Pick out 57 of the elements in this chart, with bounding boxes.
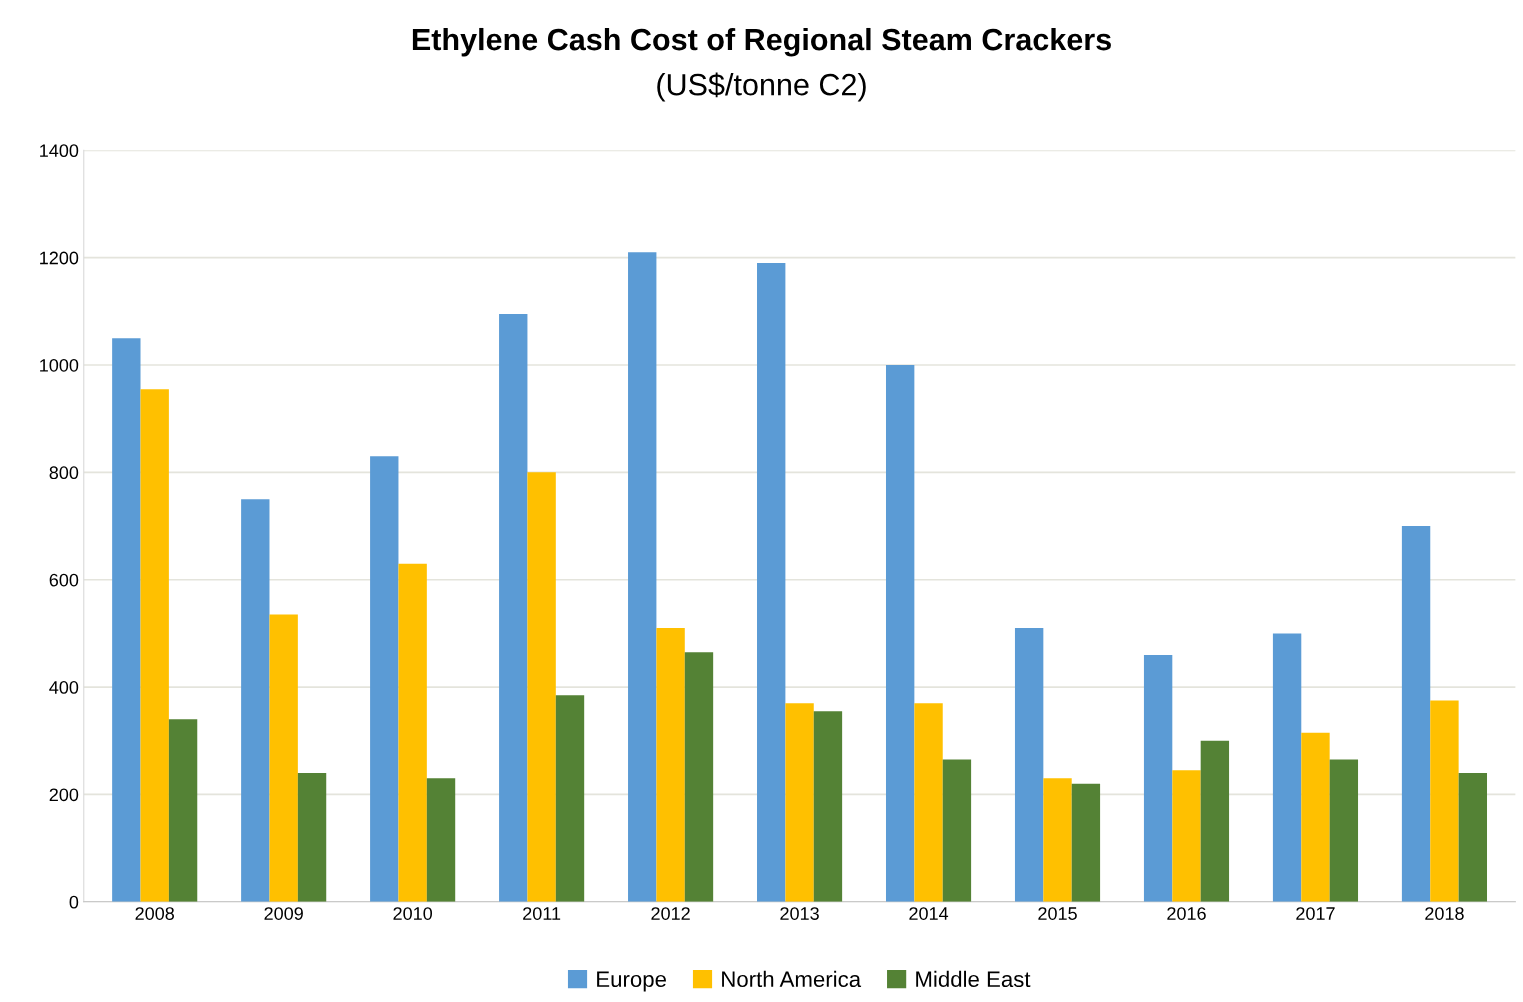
bar [1329,759,1359,902]
bar [555,695,585,902]
x-tick-label: 2009 [264,907,303,920]
y-tick-label: 1000 [40,358,79,372]
bar [914,703,943,902]
y-tick-label: 1200 [40,251,79,265]
bar [499,314,528,902]
bar [942,759,972,902]
bar [757,263,786,902]
bar [112,338,141,902]
y-tick-label: 800 [49,466,79,480]
bar [885,365,915,902]
bar [1458,772,1488,902]
bar [1071,783,1101,902]
y-tick-label: 400 [49,681,79,694]
bar [785,703,814,902]
y-tick-label: 0 [69,895,79,909]
x-tick-label: 2013 [780,907,819,920]
bar [168,719,198,902]
bar [656,628,685,902]
x-tick-label: 2016 [1167,907,1206,920]
x-tick-label: 2017 [1296,907,1335,920]
legend-label: North America [722,970,862,988]
x-tick-label: 2008 [135,907,174,920]
bar [398,563,427,902]
x-tick-label: 2014 [909,907,949,920]
x-tick-label: 2010 [393,907,433,920]
x-tick-label: 2011 [523,907,561,920]
y-tick-label: 200 [49,788,79,802]
bar [1200,740,1230,902]
bar [426,778,456,902]
x-tick-label: 2015 [1038,907,1077,920]
x-tick-label: 2018 [1425,907,1464,920]
bar [370,456,399,902]
bar [269,614,298,902]
bar [1143,654,1173,902]
y-tick-label: 600 [49,573,79,587]
bar [813,711,843,902]
bar [684,652,714,902]
bar [527,472,556,902]
legend-label: Middle East [916,970,1031,988]
bar [1172,770,1201,902]
bar [297,772,327,902]
bar [1430,700,1459,902]
bar [1401,526,1431,902]
bar [1301,732,1330,902]
x-tick-label: 2012 [651,907,690,920]
bar [140,389,169,902]
bar [1043,778,1072,902]
y-tick-label: 1400 [40,144,79,158]
bar [1272,633,1302,902]
chart-title: Ethylene Cash Cost of Regional Steam Crackers [412,27,1111,57]
chart-subtitle: (US$/tonne C2) [657,72,866,102]
bar [628,252,657,902]
bar [241,499,270,902]
legend-label: Europe [597,971,666,992]
bar [1014,628,1044,902]
